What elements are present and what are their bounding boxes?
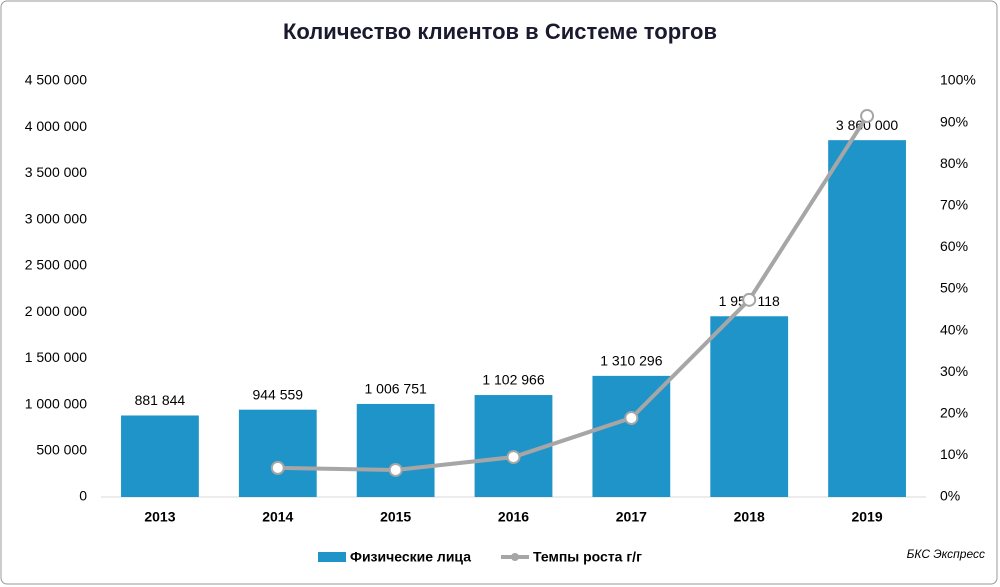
- legend-marker: [511, 553, 519, 561]
- data-label: 1 310 296: [600, 353, 662, 369]
- bar: [710, 316, 789, 497]
- data-label: 3 860 000: [836, 117, 898, 133]
- y2-tick-label: 70%: [940, 197, 968, 213]
- y-tick-label: 2 000 000: [25, 303, 87, 319]
- y-tick-label: 4 000 000: [25, 118, 87, 134]
- y2-tick-label: 0%: [940, 488, 960, 504]
- line-marker: [624, 410, 639, 425]
- data-label: 881 844: [135, 392, 186, 408]
- x-tick-label: 2013: [144, 509, 175, 525]
- bar: [121, 415, 199, 497]
- y-tick-label: 3 500 000: [25, 164, 87, 180]
- y2-tick-label: 40%: [940, 321, 968, 337]
- y2-tick-label: 60%: [940, 238, 968, 254]
- source: БКС Экспресс: [907, 547, 985, 561]
- y2-tick-label: 90%: [940, 113, 968, 129]
- bar: [592, 375, 671, 497]
- y2-tick-label: 50%: [940, 280, 968, 296]
- y-tick-label: 1 500 000: [25, 349, 87, 365]
- line-marker: [860, 108, 875, 123]
- legend-label: Физические лица: [350, 549, 471, 565]
- bar: [238, 409, 317, 497]
- y-tick-label: 3 000 000: [25, 210, 87, 226]
- y2-tick-label: 20%: [940, 405, 968, 421]
- line-marker: [270, 460, 285, 475]
- y2-tick-label: 80%: [940, 155, 968, 171]
- x-tick-label: 2018: [734, 509, 765, 525]
- y2-tick-label: 100%: [940, 72, 976, 88]
- legend-swatch: [318, 552, 346, 562]
- data-label: 944 559: [252, 386, 303, 402]
- data-label: 1 102 966: [482, 372, 544, 388]
- y-tick-label: 0: [79, 488, 87, 504]
- bar: [474, 395, 553, 497]
- x-tick-label: 2019: [851, 509, 882, 525]
- y-tick-label: 4 500 000: [25, 72, 87, 88]
- x-tick-label: 2016: [498, 509, 529, 525]
- line-marker: [742, 292, 757, 307]
- y2-tick-label: 30%: [940, 363, 968, 379]
- bar: [356, 403, 435, 497]
- bar: [828, 140, 906, 498]
- line-marker: [506, 450, 521, 465]
- legend-label: Темпы роста г/г: [533, 549, 642, 565]
- x-tick-label: 2015: [380, 509, 411, 525]
- line: [277, 114, 869, 472]
- x-tick-label: 2014: [262, 509, 293, 525]
- y-tick-label: 2 500 000: [25, 257, 87, 273]
- y-tick-label: 500 000: [36, 441, 87, 457]
- chart-title: Количество клиентов в Системе торгов: [283, 19, 717, 44]
- line-marker: [388, 462, 403, 477]
- y2-tick-label: 10%: [940, 446, 968, 462]
- x-tick-label: 2017: [616, 509, 647, 525]
- data-label: 1 006 751: [364, 381, 426, 397]
- y-tick-label: 1 000 000: [25, 395, 87, 411]
